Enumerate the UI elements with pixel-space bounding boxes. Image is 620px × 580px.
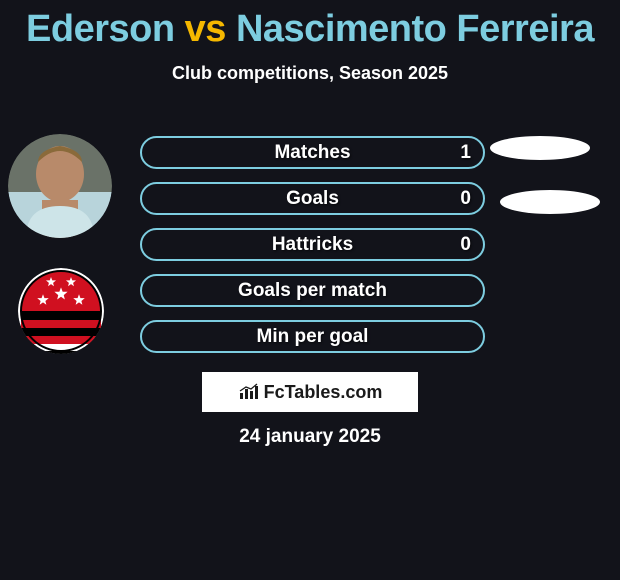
stat-value: 0: [460, 188, 471, 210]
stat-row: Matches1: [140, 136, 485, 169]
stat-label: Goals: [140, 188, 485, 210]
stat-label: Matches: [140, 142, 485, 164]
stat-value: 1: [460, 142, 471, 164]
comparison-pill: [500, 190, 600, 214]
date-text: 24 january 2025: [0, 426, 620, 448]
branding-box: FcTables.com: [202, 372, 418, 412]
comparison-pill: [490, 136, 590, 160]
stat-label: Goals per match: [140, 280, 485, 302]
stat-row: Hattricks0: [140, 228, 485, 261]
comparison-content: Matches1Goals0Hattricks0Goals per matchM…: [0, 112, 620, 372]
stat-value: 0: [460, 234, 471, 256]
title-player2: Nascimento Ferreira: [236, 8, 594, 50]
branding-text: FcTables.com: [264, 382, 383, 403]
stat-row: Goals0: [140, 182, 485, 215]
stat-label: Min per goal: [140, 326, 485, 348]
subtitle: Club competitions, Season 2025: [0, 63, 620, 84]
title-player1: Ederson: [26, 8, 175, 50]
page-title: Ederson vs Nascimento Ferreira: [0, 0, 620, 51]
stat-label: Hattricks: [140, 234, 485, 256]
stat-bars: Matches1Goals0Hattricks0Goals per matchM…: [140, 136, 485, 366]
stat-row: Min per goal: [140, 320, 485, 353]
stat-row: Goals per match: [140, 274, 485, 307]
bar-chart-icon: [238, 383, 260, 401]
club-badge: [18, 268, 104, 354]
player-avatar: [8, 134, 112, 238]
title-vs: vs: [185, 8, 226, 50]
